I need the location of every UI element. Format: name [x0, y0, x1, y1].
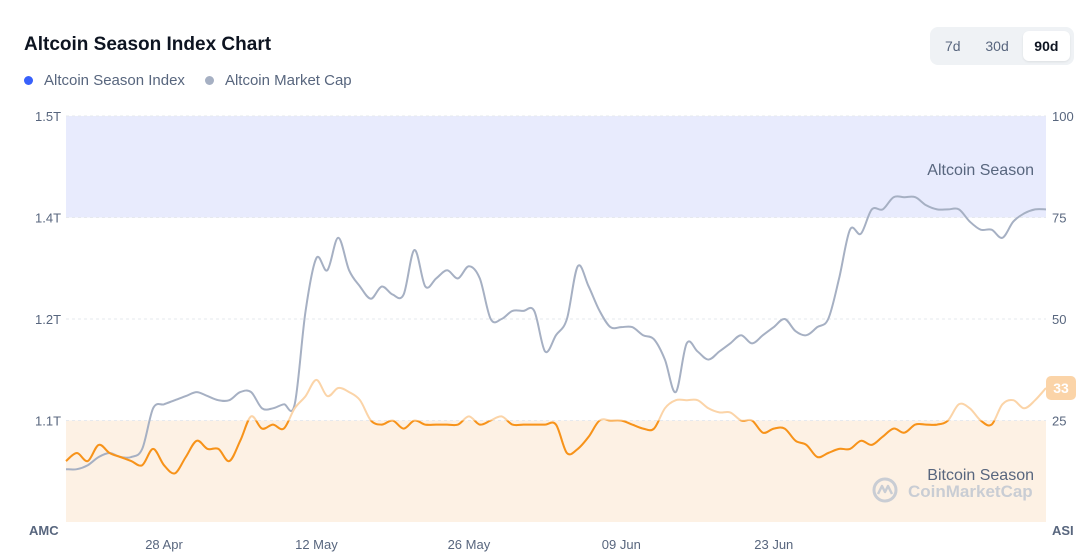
watermark: CoinMarketCap — [872, 477, 1033, 503]
left-tick-label: 1.2T — [35, 312, 61, 327]
range-90d-button[interactable]: 90d — [1022, 31, 1070, 61]
x-tick-label: 26 May — [448, 537, 491, 552]
right-tick-label: 100 — [1052, 109, 1074, 124]
right-axis-title: ASI — [1052, 523, 1074, 538]
legend-item-index[interactable]: Altcoin Season Index — [24, 72, 185, 89]
current-index-badge-label: 33 — [1053, 380, 1069, 396]
legend-label-marketcap: Altcoin Market Cap — [224, 72, 352, 89]
zone-label-bitcoin: Bitcoin Season — [927, 467, 1034, 484]
right-tick-label: 25 — [1052, 414, 1066, 429]
watermark-text: CoinMarketCap — [908, 482, 1033, 501]
zone-label-altcoin: Altcoin Season — [927, 162, 1034, 179]
left-axis-title: AMC — [29, 523, 59, 538]
right-tick-label: 50 — [1052, 312, 1066, 327]
legend-dot-marketcap — [204, 76, 214, 85]
range-7d-button[interactable]: 7d — [944, 38, 961, 54]
legend-item-marketcap[interactable]: Altcoin Market Cap — [204, 72, 352, 89]
x-tick-label: 12 May — [295, 537, 338, 552]
current-index-badge — [1046, 376, 1076, 401]
time-range-selector: 7d 30d 90d — [930, 27, 1074, 65]
left-tick-label: 1.4T — [35, 211, 61, 226]
zone-bitcoin — [66, 420, 1046, 522]
legend-label-index: Altcoin Season Index — [44, 72, 185, 89]
x-tick-label: 09 Jun — [602, 537, 641, 552]
legend-dot-index — [24, 76, 33, 85]
series-line-altcoin-market-cap[interactable] — [65, 195, 1047, 471]
coinmarketcap-logo-icon — [872, 477, 898, 503]
x-tick-label: 23 Jun — [754, 537, 793, 552]
left-tick-label: 1.1T — [35, 414, 61, 429]
left-tick-label: 1.5T — [35, 109, 61, 124]
x-tick-label: 28 Apr — [145, 537, 183, 552]
chart-title: Altcoin Season Index Chart — [24, 34, 272, 55]
right-tick-label: 75 — [1052, 211, 1066, 226]
range-30d-button[interactable]: 30d — [985, 38, 1009, 54]
series-line-altcoin-season-index[interactable] — [65, 380, 1046, 475]
legend: Altcoin Season Index Altcoin Market Cap — [24, 72, 372, 89]
zone-altcoin — [66, 116, 1046, 218]
